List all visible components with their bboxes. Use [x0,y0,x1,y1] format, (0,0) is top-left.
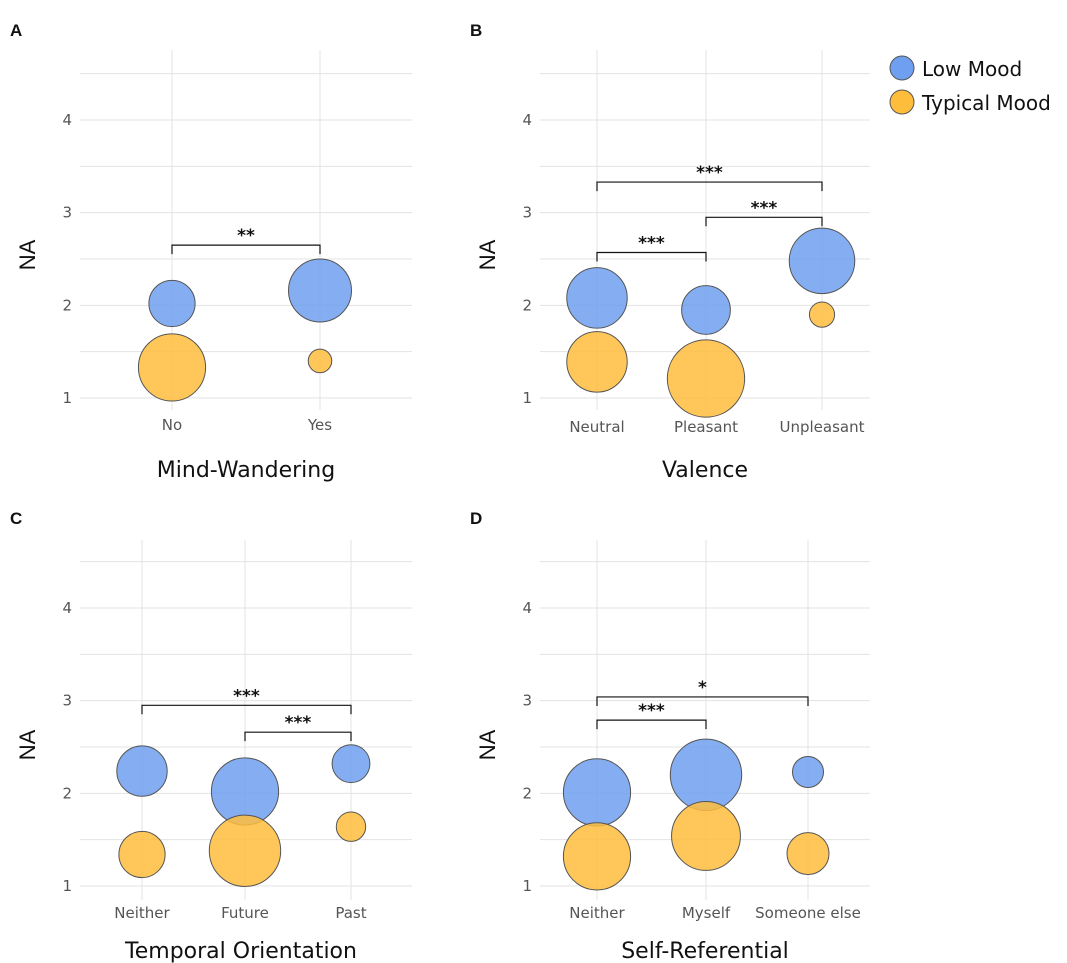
significance-label: *** [638,234,665,254]
y-tick-label: 4 [62,111,72,129]
panel-d: D 1 2 3 4 NA Neither Myself Someone else Self-Ref… [470,509,870,963]
x-tick-label: Future [221,904,269,922]
x-axis-title: Mind-Wandering [157,458,335,483]
x-tick-label: Neither [569,904,625,922]
x-tick-label: Neither [114,904,170,922]
significance-label: *** [638,701,665,721]
bubble-low-mood [788,227,856,295]
bubble-low-mood [791,755,825,789]
y-tick-label: 3 [62,204,72,222]
bubble-typical-mood [808,301,836,328]
bubble-low-mood [148,279,196,328]
significance-bracket [596,181,823,192]
legend-swatch-low-mood [889,55,915,81]
y-tick-label: 1 [62,389,72,407]
significance-label: ** [237,226,255,246]
bubble-typical-mood [137,333,207,402]
x-tick-label: Neutral [569,418,624,436]
legend-swatch-typical-mood [889,89,915,115]
bubble-typical-mood [671,801,741,871]
y-tick-label: 1 [522,389,532,407]
x-tick-label: Someone else [755,904,861,922]
bubble-low-mood [566,267,628,329]
legend-label-typical-mood: Typical Mood [921,91,1051,115]
y-tick-label: 1 [522,877,532,895]
significance-bracket [596,719,707,730]
y-tick-label: 2 [62,784,72,802]
x-tick-label: Pleasant [674,418,738,436]
panel-b: B 1 2 3 4 NA Neutral Pleasant Unpleasant Valence *… [470,21,870,483]
panel-letter: D [470,509,482,528]
bubble-typical-mood [566,331,628,393]
x-tick-label: No [162,416,182,434]
legend-group: Low Mood Typical Mood [889,55,1051,115]
significance-label: *** [696,163,723,183]
significance-bracket [705,216,823,227]
y-tick-label: 3 [62,692,72,710]
y-tick-label: 1 [62,877,72,895]
bubble-low-mood [331,744,371,784]
y-tick-label: 3 [522,204,532,222]
x-axis-title: Self-Referential [621,939,789,963]
bubble-low-mood [116,745,168,797]
x-axis-title: Temporal Orientation [124,939,357,963]
bubble-low-mood [681,285,731,335]
legend-label-low-mood: Low Mood [922,57,1022,81]
y-axis-label: NA [475,239,500,270]
x-tick-label: Myself [682,904,731,922]
significance-label: * [698,678,707,698]
x-axis-title: Valence [662,458,748,483]
bubble-typical-mood [208,814,282,887]
bubble-typical-mood [335,811,367,842]
y-tick-label: 4 [522,599,532,617]
bubble-low-mood [562,758,632,827]
significance-bracket [596,696,809,706]
significance-bracket [596,251,707,262]
y-axis-label: NA [15,239,40,270]
panel-letter: C [10,509,22,528]
y-tick-label: 4 [522,111,532,129]
bubble-typical-mood [118,830,166,879]
x-tick-label: Unpleasant [780,418,865,436]
y-tick-label: 3 [522,692,532,710]
y-axis-label: NA [475,729,500,760]
y-tick-label: 2 [62,296,72,314]
panel-letter: B [470,21,482,40]
bubble-typical-mood [786,832,830,876]
bubble-typical-mood [562,822,632,891]
significance-label: *** [285,713,312,733]
panel-letter: A [10,21,22,40]
y-axis-label: NA [15,729,40,760]
significance-bracket [171,244,321,255]
significance-label: *** [751,198,778,218]
bubble-typical-mood [666,339,746,418]
x-tick-label: Past [335,904,366,922]
y-tick-label: 2 [522,784,532,802]
significance-bracket [141,704,352,715]
panel-c: C 1 2 3 4 NA Neither Future Past Temporal Orienta… [10,509,412,963]
x-tick-label: Yes [307,416,332,434]
bubble-typical-mood [307,348,333,374]
panel-a: A 1 2 3 4 NA No Yes Mind-Wandering ** [10,21,412,483]
bubble-low-mood [669,738,743,811]
y-tick-label: 4 [62,599,72,617]
significance-bracket [244,731,352,742]
bubble-low-mood [288,258,352,323]
y-tick-label: 2 [522,296,532,314]
significance-label: *** [233,686,260,706]
